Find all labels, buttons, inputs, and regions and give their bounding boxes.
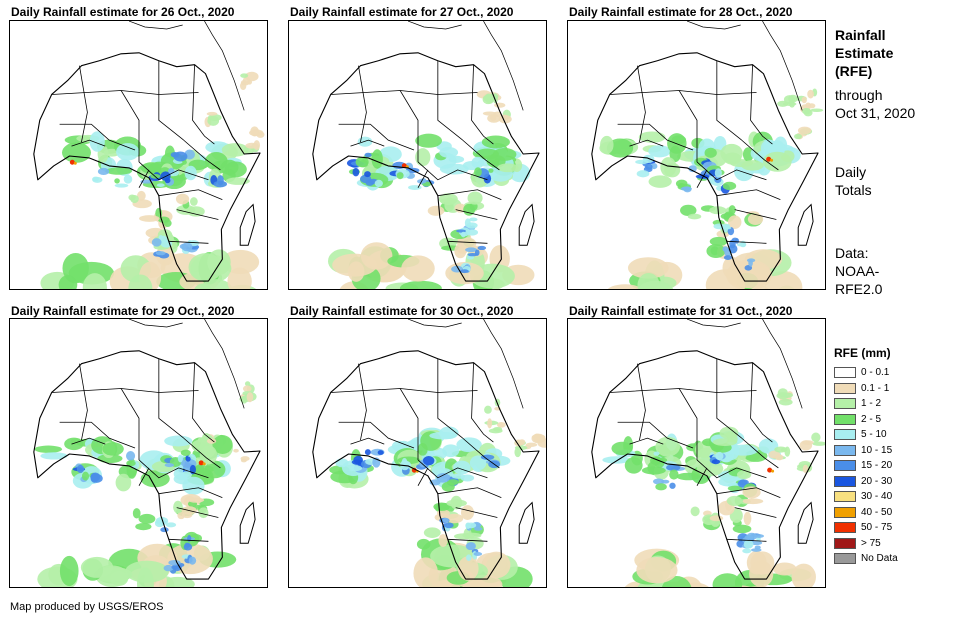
rainfall-map-27 <box>288 20 547 290</box>
rainfall-map-28 <box>567 20 826 290</box>
legend-item: 40 - 50 <box>834 505 954 521</box>
legend-item: No Data <box>834 551 954 567</box>
map-title-27: Daily Rainfall estimate for 27 Oct., 202… <box>290 5 514 19</box>
legend-swatch <box>834 367 856 379</box>
legend-item: 15 - 20 <box>834 458 954 474</box>
legend-item: > 75 <box>834 536 954 552</box>
title-line-2: Estimate <box>835 45 894 61</box>
data-line-1: Data: <box>835 245 869 261</box>
legend-item: 5 - 10 <box>834 427 954 443</box>
legend-swatch <box>834 491 856 503</box>
legend-swatch <box>834 522 856 534</box>
rainfall-map-30 <box>288 318 547 588</box>
through-date: through Oct 31, 2020 <box>835 86 915 122</box>
legend-item: 10 - 15 <box>834 443 954 459</box>
africa-map <box>591 21 824 289</box>
africa-map <box>33 319 261 587</box>
map-title-30: Daily Rainfall estimate for 30 Oct., 202… <box>290 304 514 318</box>
totals-line-1: Daily <box>835 164 867 180</box>
map-title-29: Daily Rainfall estimate for 29 Oct., 202… <box>11 304 235 318</box>
legend-label: 10 - 15 <box>861 444 893 456</box>
legend-title: RFE (mm) <box>834 346 891 360</box>
legend-swatch <box>834 475 856 487</box>
legend-swatch <box>834 460 856 472</box>
map-title-31: Daily Rainfall estimate for 31 Oct., 202… <box>569 304 793 318</box>
legend-swatch <box>834 444 856 456</box>
totals-line-2: Totals <box>835 182 872 198</box>
legend-item: 1 - 2 <box>834 396 954 412</box>
legend-swatch <box>834 413 856 425</box>
legend-item: 2 - 5 <box>834 412 954 428</box>
africa-map <box>312 21 540 289</box>
legend-swatch <box>834 553 856 565</box>
legend-label: 40 - 50 <box>861 506 893 518</box>
legend-label: 0 - 0.1 <box>861 367 890 379</box>
map-title-26: Daily Rainfall estimate for 26 Oct., 202… <box>11 5 235 19</box>
rainfall-map-31 <box>567 318 826 588</box>
legend-label: No Data <box>861 553 898 565</box>
legend-item: 0 - 0.1 <box>834 365 954 381</box>
map-title-block: Rainfall Estimate (RFE) <box>835 26 893 80</box>
legend-item: 20 - 30 <box>834 474 954 490</box>
legend-label: 15 - 20 <box>861 460 893 472</box>
through-label: through <box>835 87 883 103</box>
rainfall-map-26 <box>9 20 268 290</box>
title-line-3: (RFE) <box>835 63 873 79</box>
legend-label: 2 - 5 <box>861 413 882 425</box>
legend-label: 30 - 40 <box>861 491 893 503</box>
data-line-2: NOAA- <box>835 263 880 279</box>
title-line-1: Rainfall <box>835 27 886 43</box>
legend-item: 30 - 40 <box>834 489 954 505</box>
africa-map <box>312 319 546 587</box>
legend-swatch <box>834 537 856 549</box>
data-line-3: RFE2.0 <box>835 281 883 297</box>
map-credit: Map produced by USGS/EROS <box>10 601 164 613</box>
totals-note: Daily Totals <box>835 163 872 199</box>
africa-map <box>591 319 825 587</box>
legend-label: 0.1 - 1 <box>861 382 890 394</box>
legend-label: 5 - 10 <box>861 429 887 441</box>
legend-label: 1 - 2 <box>861 398 882 410</box>
legend-swatch <box>834 506 856 518</box>
legend-label: > 75 <box>861 537 881 549</box>
data-source: Data: NOAA- RFE2.0 <box>835 244 882 298</box>
map-title-28: Daily Rainfall estimate for 28 Oct., 202… <box>569 5 793 19</box>
legend-label: 20 - 30 <box>861 475 893 487</box>
legend-swatch <box>834 398 856 410</box>
rainfall-map-29 <box>9 318 268 588</box>
africa-map <box>33 21 265 289</box>
legend-item: 50 - 75 <box>834 520 954 536</box>
through-date-value: Oct 31, 2020 <box>835 105 916 121</box>
legend-label: 50 - 75 <box>861 522 893 534</box>
legend-swatch <box>834 429 856 441</box>
rfe-legend: RFE (mm) 0 - 0.1 0.1 - 1 1 - 2 2 - 5 5 - 10 1… <box>834 346 954 567</box>
legend-item: 0.1 - 1 <box>834 381 954 397</box>
legend-swatch <box>834 382 856 394</box>
